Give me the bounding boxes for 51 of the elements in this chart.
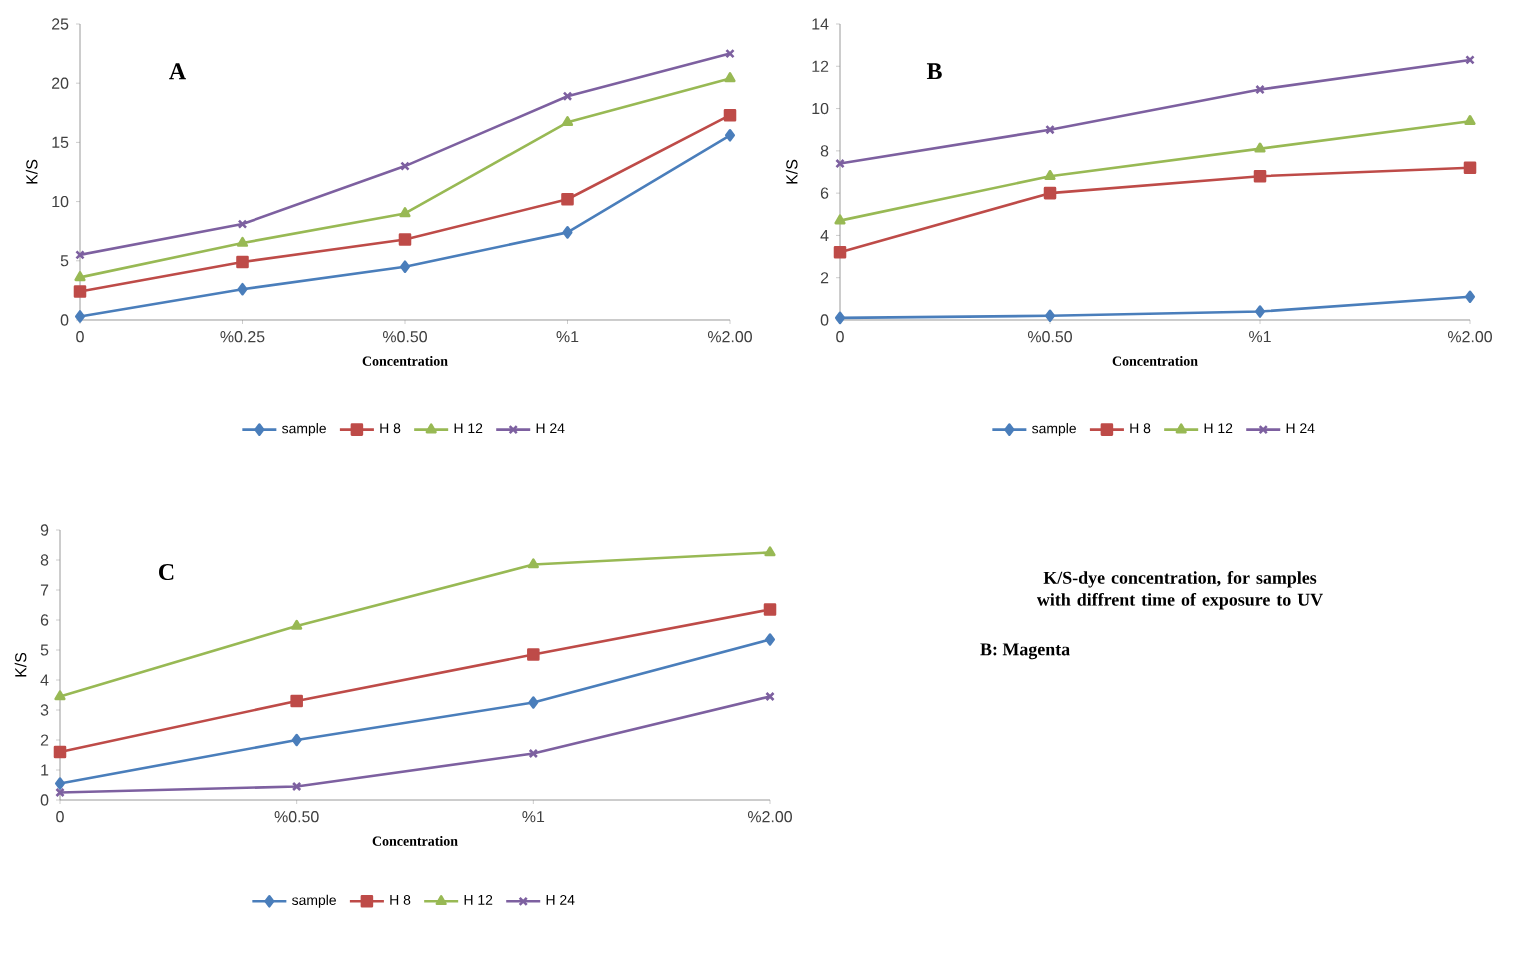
point (290, 694, 303, 708)
point (724, 129, 736, 142)
point (561, 115, 574, 127)
point (73, 285, 87, 298)
point (833, 246, 847, 259)
point (237, 219, 248, 229)
point (527, 558, 539, 569)
point (237, 282, 248, 296)
point (1463, 161, 1477, 175)
point (400, 161, 410, 171)
point (834, 214, 846, 225)
text: A (169, 63, 186, 80)
text: B: Magenta (980, 643, 1070, 660)
point (399, 207, 411, 218)
point (1254, 305, 1266, 318)
point (1254, 142, 1266, 153)
point (1043, 186, 1057, 200)
text: B (926, 63, 942, 80)
point (74, 271, 86, 282)
point (398, 233, 412, 246)
point (291, 781, 302, 792)
point (291, 733, 302, 747)
point (527, 648, 540, 661)
point (236, 255, 249, 269)
point (1253, 169, 1267, 183)
point (528, 748, 539, 759)
point (74, 310, 86, 323)
text: K/S-dye concentration, for samples with diffrent time of exposure to UV (1036, 571, 1323, 610)
point (528, 696, 539, 709)
point (764, 546, 776, 557)
point (764, 633, 776, 646)
point (291, 619, 303, 630)
point (53, 745, 67, 759)
point (1255, 84, 1265, 95)
point (562, 91, 573, 102)
point (1044, 309, 1056, 323)
point (1464, 114, 1476, 126)
point (561, 192, 574, 206)
point (1044, 169, 1056, 181)
point (724, 72, 736, 83)
point (723, 108, 737, 122)
point (1464, 290, 1476, 304)
point (834, 311, 846, 325)
point (54, 690, 66, 701)
point (1045, 124, 1055, 135)
point (399, 260, 411, 273)
point (562, 226, 573, 239)
text: C (159, 564, 174, 581)
point (54, 777, 66, 790)
point (236, 236, 249, 247)
point (763, 603, 777, 616)
